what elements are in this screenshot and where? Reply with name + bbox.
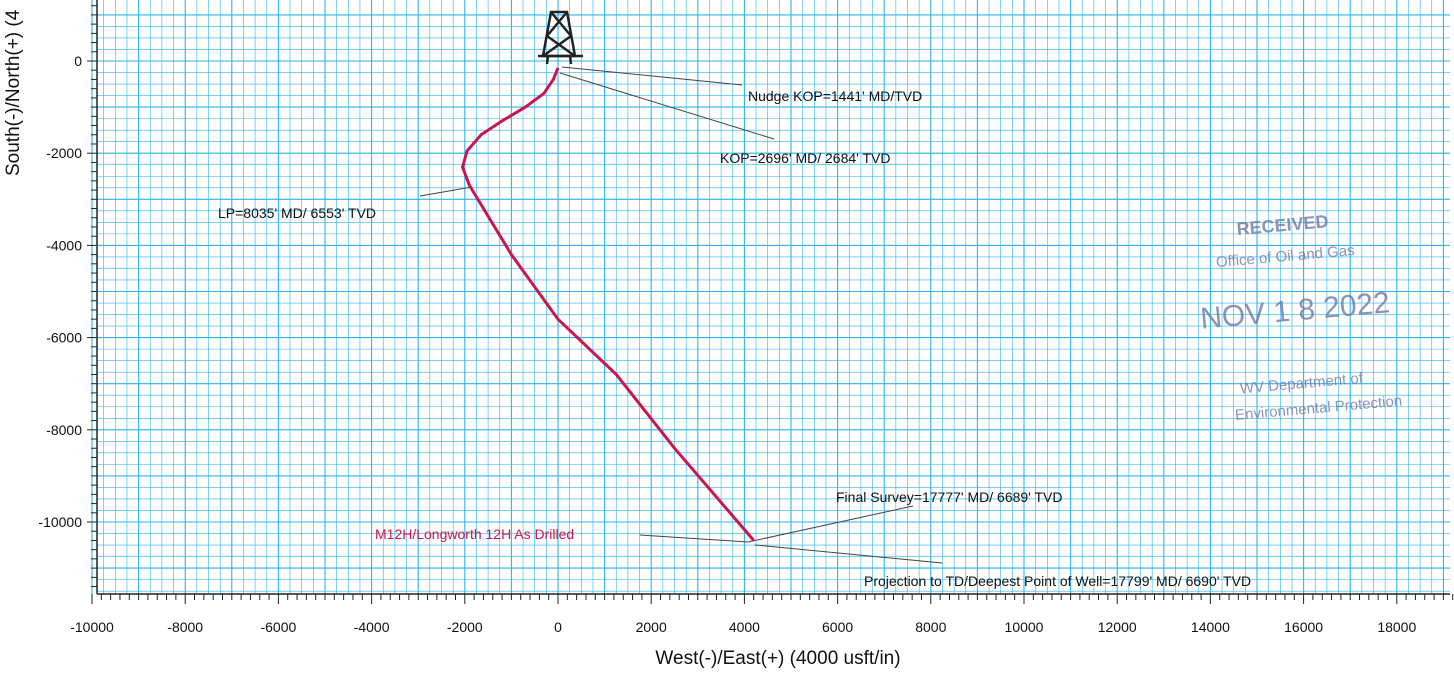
y-tick-labels: 0 -2000 -4000 -6000 -8000 -10000 [38,53,82,530]
y-axis-label: South(-)/North(+) (4 [3,9,24,176]
annotation-label: Final Survey=17777' MD/ 6689' TVD [836,489,1062,505]
annotation-label: LP=8035' MD/ 6553' TVD [218,205,376,221]
annotation-label: KOP=2696' MD/ 2684' TVD [720,150,890,166]
series-label: M12H/Longworth 12H As Drilled [375,526,574,542]
x-tick-label: 4000 [729,619,760,635]
x-tick-label: -4000 [354,619,390,635]
y-tick-label: -8000 [46,422,82,438]
annotation-leaders [419,66,943,564]
stamp-line-date: NOV 1 8 2022 [1199,286,1391,335]
x-tick-label: 18000 [1377,619,1416,635]
axes [87,0,1454,604]
x-tick-label: 14000 [1191,619,1230,635]
annotation-leader [559,72,775,140]
y-tick-label: -2000 [46,145,82,161]
x-tick-label: 12000 [1098,619,1137,635]
x-tick-label: 10000 [1005,619,1044,635]
x-tick-label: 2000 [636,619,667,635]
grid [91,0,1450,594]
y-tick-label: -4000 [46,237,82,253]
x-tick-label: -6000 [260,619,296,635]
x-axis-label: West(-)/East(+) (4000 usft/in) [655,648,900,669]
annotation-label: Projection to TD/Deepest Point of Well=1… [864,573,1251,589]
annotation-leader [747,505,914,543]
stamp-line-office: Office of Oil and Gas [1215,242,1355,271]
y-tick-label: 0 [74,53,82,69]
x-tick-label: -2000 [447,619,483,635]
annotation-leader [561,66,743,86]
x-tick-label: 16000 [1284,619,1323,635]
x-tick-labels: -10000 -8000 -6000 -4000 -2000 0 2000 4000 6000 8… [70,619,1416,635]
y-tick-label: -6000 [46,330,82,346]
series-line-well-path [461,67,755,542]
series-label-leader [639,534,749,543]
x-tick-label: 0 [554,619,562,635]
y-tick-label: -10000 [38,514,82,530]
received-stamp: RECEIVED Office of Oil and Gas NOV 1 8 2… [1199,211,1403,424]
stamp-line-department: WV Department of [1239,370,1364,398]
annotation-label: Nudge KOP=1441' MD/TVD [748,88,922,104]
annotations: Nudge KOP=1441' MD/TVD KOP=2696' MD/ 2684… [218,88,1251,589]
annotation-leader [419,186,473,197]
x-tick-label: 6000 [822,619,853,635]
x-tick-label: 8000 [915,619,946,635]
drilling-rig-icon [538,10,583,65]
stamp-line-environmental: Environmental Protection [1234,392,1402,424]
x-tick-label: -8000 [167,619,203,635]
x-tick-label: -10000 [70,619,114,635]
annotation-leader [754,544,943,564]
